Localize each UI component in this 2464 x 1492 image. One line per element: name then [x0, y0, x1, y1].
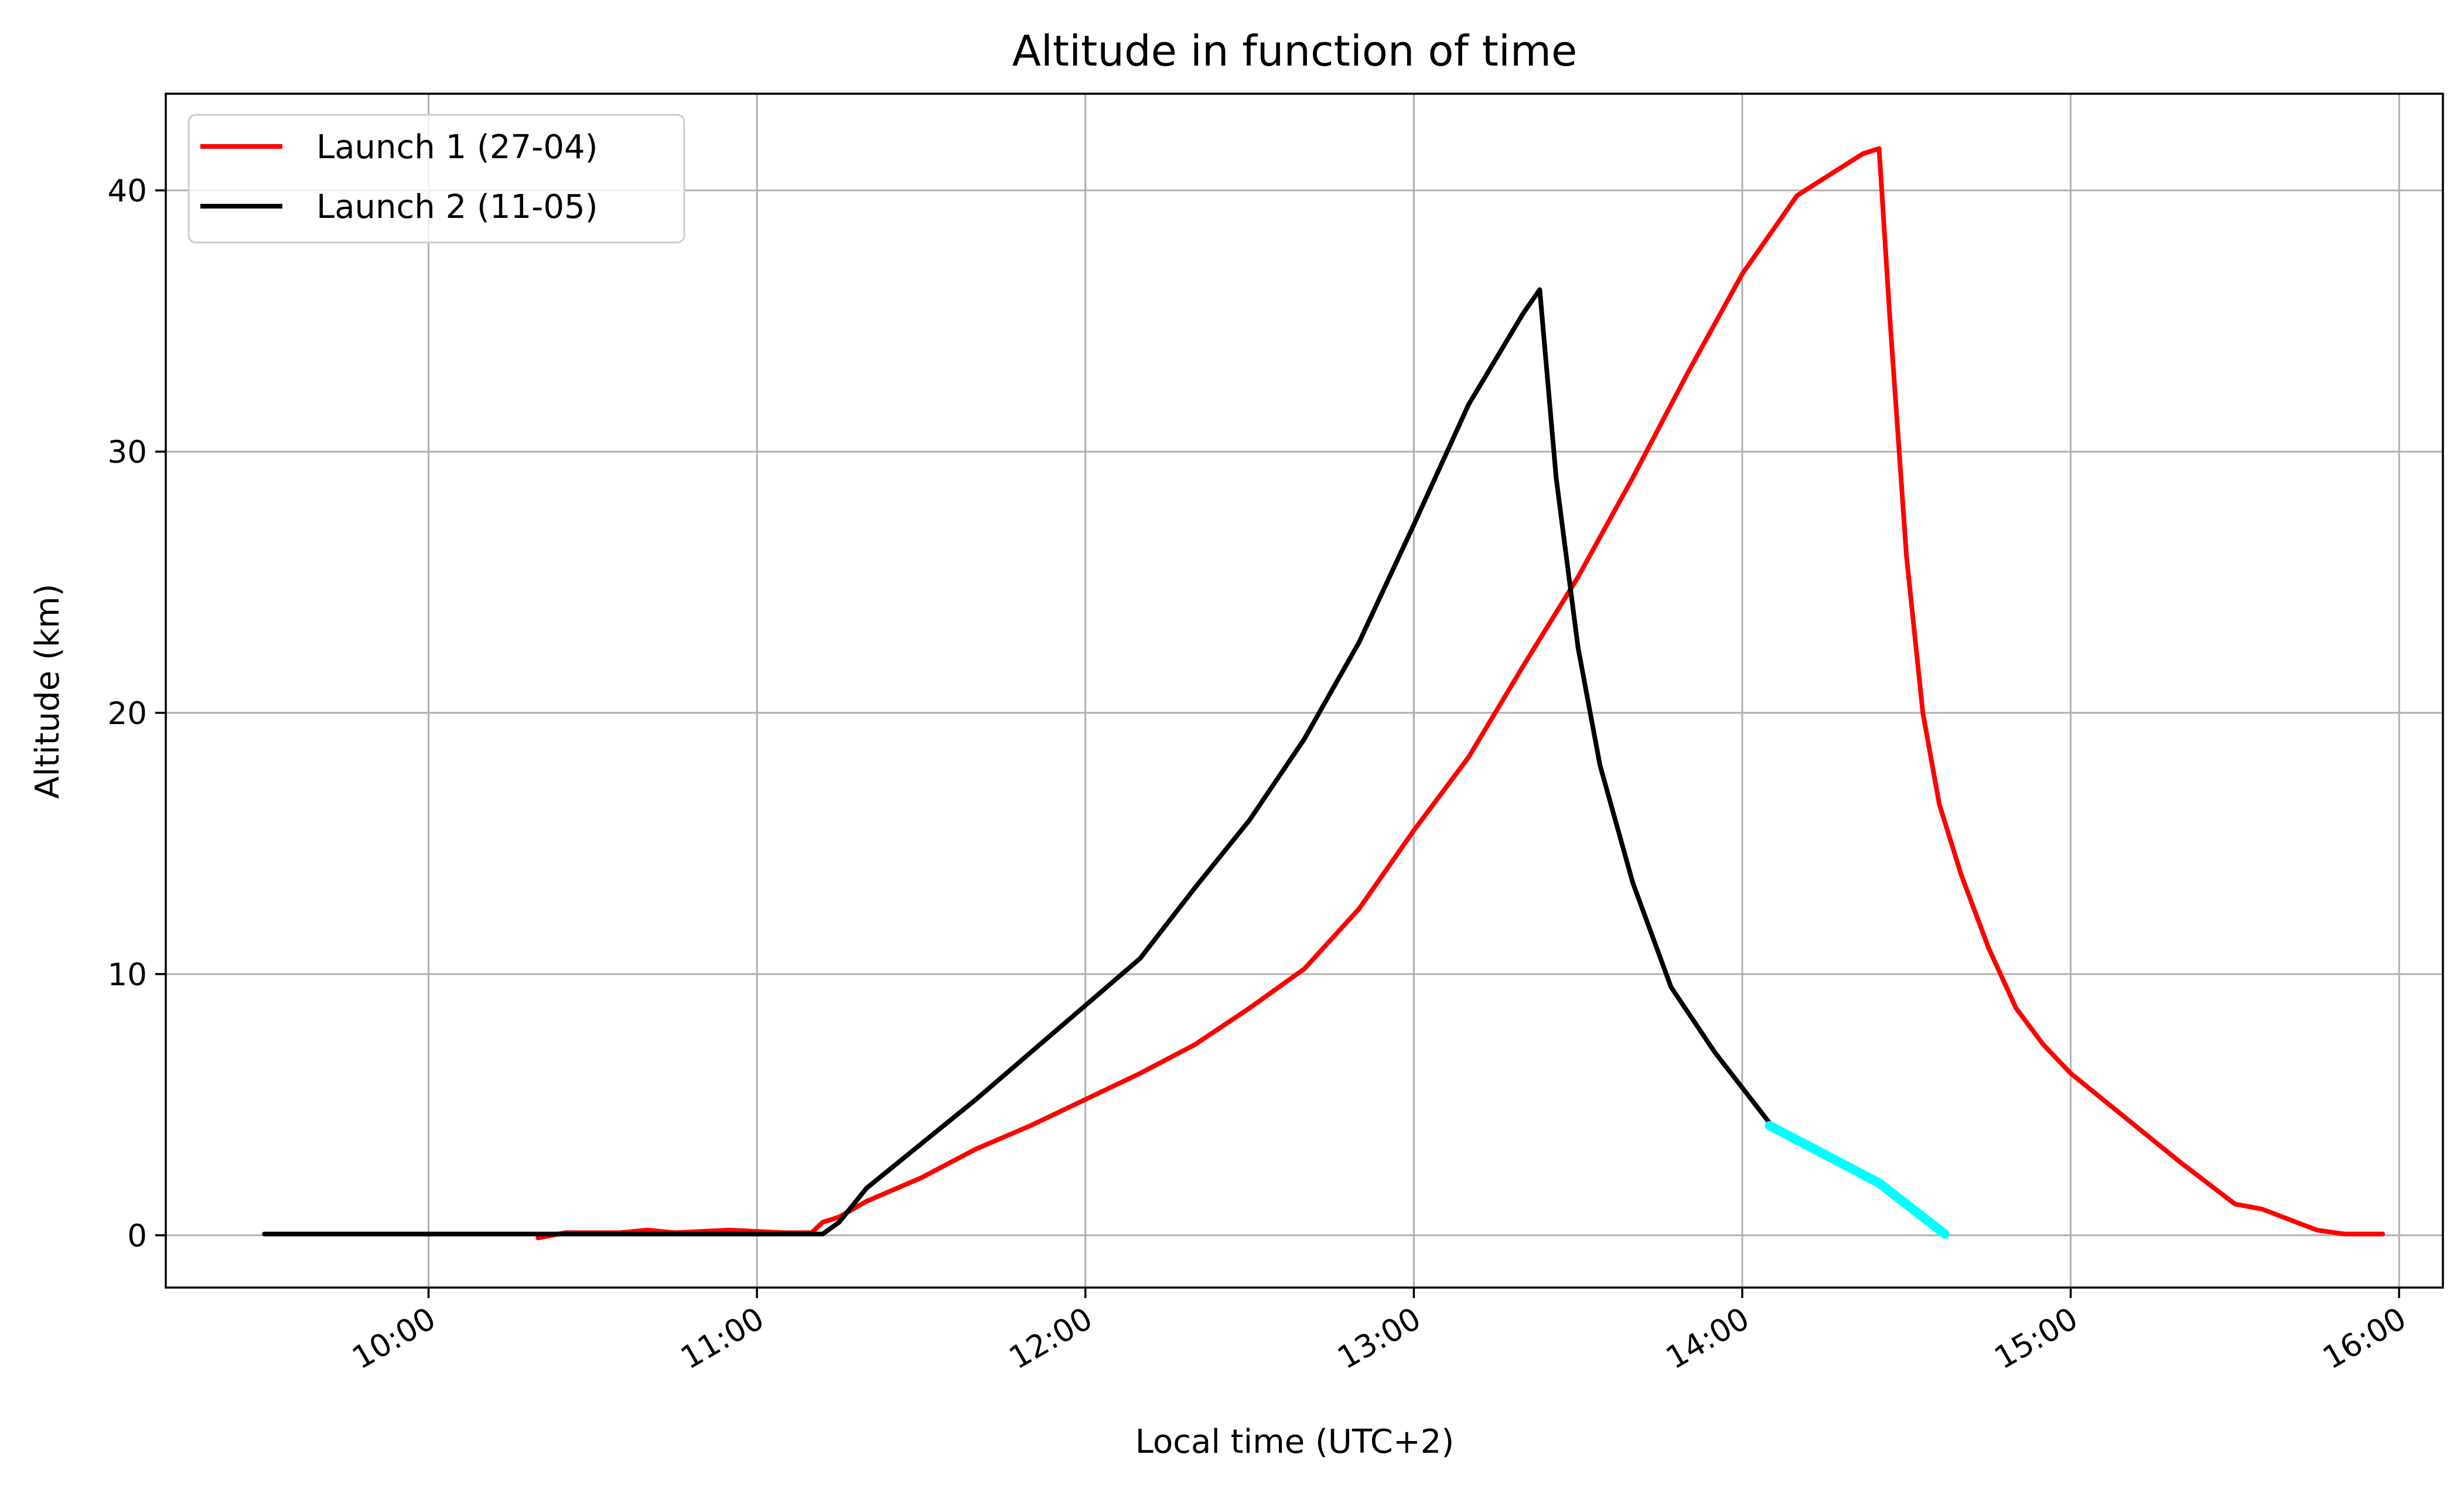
- x-axis-label: Local time (UTC+2): [1135, 1423, 1455, 1461]
- series-line-launch-2: [262, 287, 1772, 1237]
- y-axis-label: Altitude (km): [29, 583, 67, 798]
- y-tick-label: 20: [108, 696, 147, 732]
- legend: Launch 1 (27-04) Launch 2 (11-05): [187, 114, 685, 244]
- series-layer: [262, 146, 2385, 1241]
- series-line-launch-1: [535, 146, 2385, 1241]
- legend-label-launch-2: Launch 2 (11-05): [316, 188, 598, 226]
- legend-box: [187, 114, 685, 244]
- legend-label-launch-1: Launch 1 (27-04): [316, 128, 598, 166]
- plot-frame: [165, 93, 2444, 1289]
- y-tick-label: 30: [108, 435, 147, 470]
- chart-title: Altitude in function of time: [1012, 26, 1578, 76]
- y-axis-ticks: 0 10 20 30 40: [108, 173, 166, 1254]
- y-tick-label: 0: [127, 1218, 147, 1254]
- series-line-descent-segment: [1765, 1121, 1950, 1239]
- y-tick-label: 10: [108, 957, 147, 993]
- y-tick-label: 40: [108, 173, 147, 209]
